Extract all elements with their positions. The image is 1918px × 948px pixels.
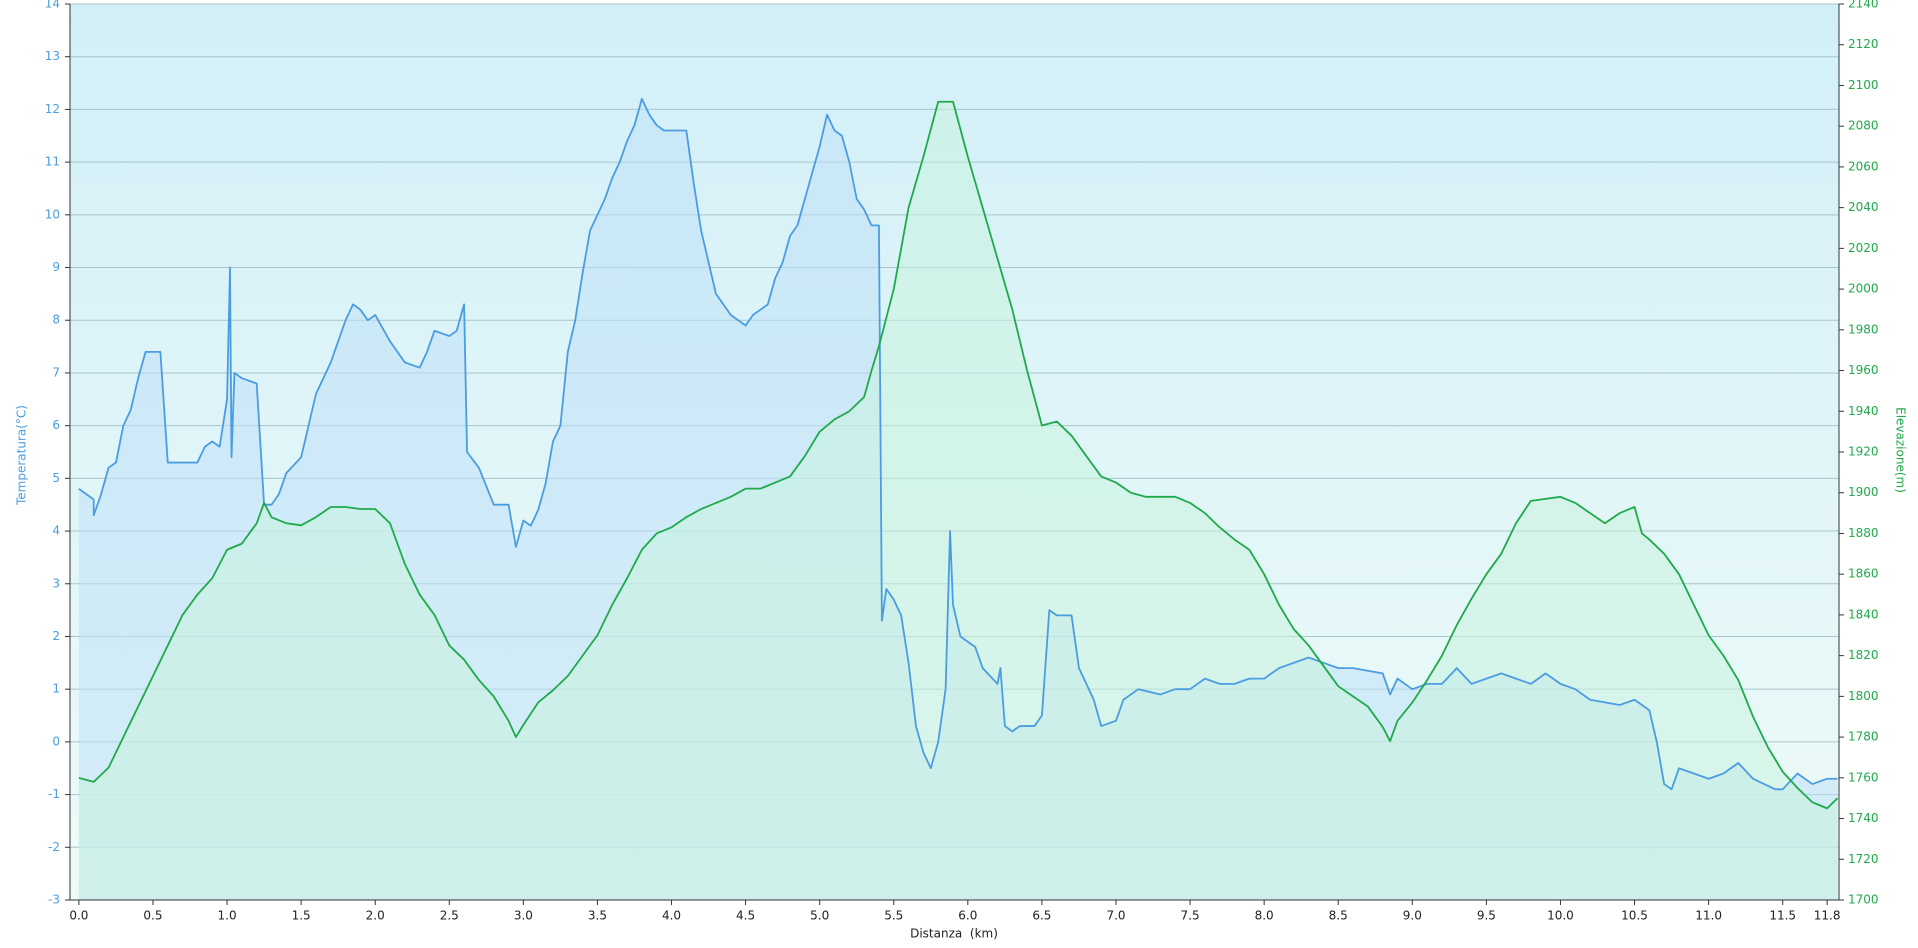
axes: -3-2-10123456789101112131417001720174017…	[45, 0, 1879, 923]
areas	[78, 98, 1838, 901]
y-axis-title: Temperatura(°C)	[15, 405, 29, 506]
x-tick-label: 0.5	[143, 909, 162, 923]
y2-tick-label: 1860	[1848, 567, 1879, 581]
x-tick-label: 7.0	[1106, 909, 1125, 923]
y2-tick-label: 2060	[1848, 159, 1879, 173]
y2-tick-label: 2020	[1848, 241, 1879, 255]
x-tick-label: 4.0	[662, 909, 681, 923]
x-tick-label: 3.0	[514, 909, 533, 923]
y-tick-label: -3	[48, 893, 60, 907]
series-line	[78, 100, 1839, 810]
x-tick-label: 10.5	[1621, 909, 1648, 923]
x-tick-label: 11.0	[1695, 909, 1722, 923]
y2-tick-label: 1800	[1848, 689, 1879, 703]
y-tick-label: 11	[45, 155, 60, 169]
x-tick-label: 9.0	[1403, 909, 1422, 923]
y-tick-label: 4	[52, 524, 60, 538]
x-tick-label: 10.0	[1547, 909, 1574, 923]
y-tick-label: -1	[48, 787, 60, 801]
x-tick-label: 0.0	[69, 909, 88, 923]
y-tick-label: -2	[48, 840, 60, 854]
y-tick-label: 5	[52, 471, 60, 485]
y2-tick-label: 1880	[1848, 526, 1879, 540]
lines	[78, 97, 1839, 810]
y-tick-label: 6	[52, 418, 60, 432]
y2-tick-label: 1780	[1848, 730, 1879, 744]
y2-tick-label: 2000	[1848, 282, 1879, 296]
y-tick-label: 0	[52, 734, 60, 748]
y-tick-label: 2	[52, 629, 60, 643]
y2-tick-label: 1820	[1848, 648, 1879, 662]
y-tick-label: 8	[52, 313, 60, 327]
y2-axis-title: Elevazione(m)	[1894, 407, 1908, 493]
x-tick-label: 8.0	[1255, 909, 1274, 923]
y2-tick-label: 1940	[1848, 404, 1879, 418]
x-tick-label: 7.5	[1181, 909, 1200, 923]
x-axis-title: Distanza (km)	[910, 927, 998, 941]
y2-tick-label: 2140	[1848, 0, 1879, 11]
y2-tick-label: 1900	[1848, 485, 1879, 499]
y2-tick-label: 1760	[1848, 770, 1879, 784]
y-tick-label: 13	[45, 49, 60, 63]
x-tick-label: 5.5	[884, 909, 903, 923]
y2-tick-label: 1700	[1848, 893, 1879, 907]
y2-tick-label: 1740	[1848, 811, 1879, 825]
x-tick-label: 8.5	[1329, 909, 1348, 923]
y-tick-label: 14	[45, 0, 60, 11]
area-fill	[78, 101, 1838, 900]
y2-tick-label: 1920	[1848, 445, 1879, 459]
y-tick-label: 1	[52, 682, 60, 696]
x-tick-label: 4.5	[736, 909, 755, 923]
y-tick-label: 3	[52, 576, 60, 590]
y-tick-label: 7	[52, 365, 60, 379]
area-fill	[78, 98, 1838, 901]
series-line	[78, 97, 1838, 791]
y2-tick-label: 1840	[1848, 607, 1879, 621]
y-tick-label: 9	[52, 260, 60, 274]
y2-tick-label: 2080	[1848, 119, 1879, 133]
y2-tick-label: 2040	[1848, 200, 1879, 214]
x-tick-label: 6.0	[958, 909, 977, 923]
x-tick-label: 2.5	[440, 909, 459, 923]
x-tick-label: 3.5	[588, 909, 607, 923]
x-tick-label: 2.0	[366, 909, 385, 923]
y2-tick-label: 1980	[1848, 322, 1879, 336]
x-tick-label: 6.5	[1032, 909, 1051, 923]
x-tick-label: 1.0	[218, 909, 237, 923]
y2-tick-label: 2100	[1848, 78, 1879, 92]
x-tick-label: 9.5	[1477, 909, 1496, 923]
x-tick-label: 11.5	[1769, 909, 1796, 923]
y2-tick-label: 1720	[1848, 852, 1879, 866]
x-tick-label: 11.8	[1814, 909, 1841, 923]
y-tick-label: 10	[45, 207, 60, 221]
x-tick-label: 1.5	[292, 909, 311, 923]
x-tick-label: 5.0	[810, 909, 829, 923]
y-tick-label: 12	[45, 102, 60, 116]
y2-tick-label: 2120	[1848, 37, 1879, 51]
y2-tick-label: 1960	[1848, 363, 1879, 377]
